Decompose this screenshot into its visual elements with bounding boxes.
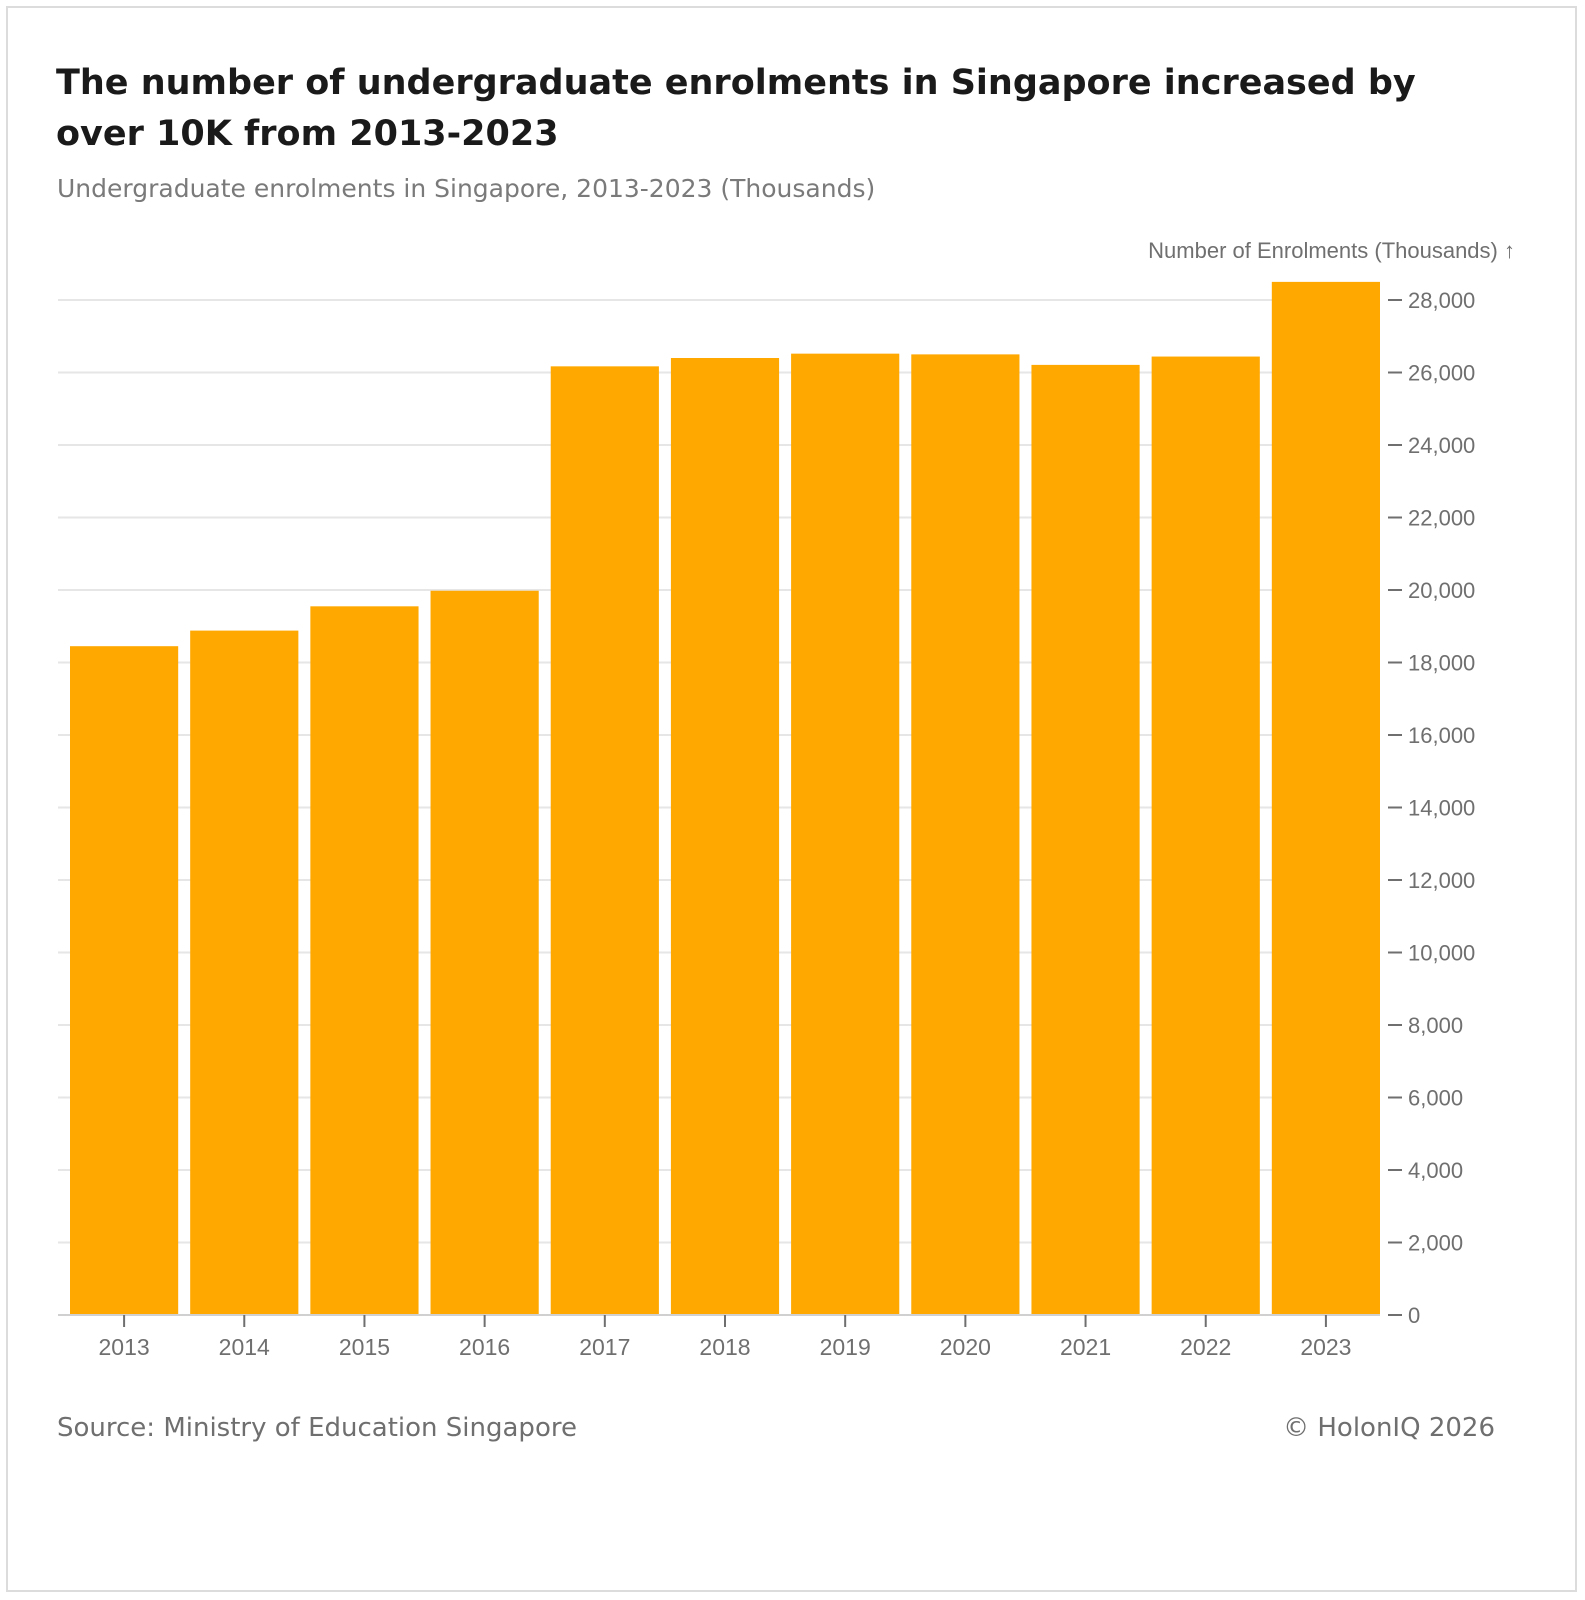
y-axis: 0 2,000 4,000 6,000 8,000 10,000 12,000 14,000 1… [1388, 288, 1475, 1328]
x-tick-label: 2014 [219, 1334, 270, 1360]
bars [70, 281, 1380, 1315]
y-tick-label: 12,000 [1408, 868, 1475, 893]
x-tick-label: 2016 [459, 1334, 510, 1360]
chart-subtitle: Undergraduate enrolments in Singapore, 2… [57, 174, 876, 203]
y-tick-label: 26,000 [1408, 361, 1475, 386]
source-note: Source: Ministry of Education Singapore [57, 1413, 577, 1443]
chart-title: The number of undergraduate enrolments i… [56, 63, 1416, 154]
y-tick-label: 22,000 [1408, 506, 1475, 531]
x-tick-label: 2022 [1180, 1334, 1231, 1360]
copyright-note: © HolonIQ 2026 [1283, 1413, 1495, 1443]
y-tick-label: 8,000 [1408, 1013, 1463, 1038]
x-tick-label: 2018 [699, 1334, 750, 1360]
y-tick-label: 4,000 [1408, 1158, 1463, 1183]
bar-2021 [1031, 364, 1140, 1315]
bar-2013 [70, 646, 179, 1315]
y-axis-label: Number of Enrolments (Thousands) ↑ [1148, 238, 1515, 263]
x-tick-label: 2013 [99, 1334, 150, 1360]
bar-2017 [550, 366, 659, 1315]
y-tick-label: 14,000 [1408, 796, 1475, 821]
x-tick-label: 2023 [1300, 1334, 1351, 1360]
y-tick-label: 0 [1408, 1303, 1420, 1328]
bar-2022 [1151, 356, 1260, 1315]
y-tick-label: 10,000 [1408, 941, 1475, 966]
x-tick-label: 2019 [820, 1334, 871, 1360]
y-tick-label: 24,000 [1408, 433, 1475, 458]
bar-2023 [1271, 281, 1380, 1315]
x-axis: 2013 2014 2015 2016 2017 2018 2019 2020 2021 2022… [58, 1314, 1380, 1360]
x-tick-label: 2020 [940, 1334, 991, 1360]
x-tick-label: 2021 [1060, 1334, 1111, 1360]
bar-2015 [310, 606, 419, 1315]
bar-2016 [430, 590, 539, 1315]
y-tick-label: 20,000 [1408, 578, 1475, 603]
bar-2018 [670, 358, 780, 1315]
bar-2014 [190, 630, 299, 1315]
x-tick-label: 2015 [339, 1334, 390, 1360]
y-tick-label: 28,000 [1408, 288, 1475, 313]
bar-2019 [791, 353, 900, 1315]
y-tick-label: 6,000 [1408, 1086, 1463, 1111]
y-tick-label: 2,000 [1408, 1231, 1463, 1256]
bar-chart: 0 2,000 4,000 6,000 8,000 10,000 12,000 14,000 1… [58, 238, 1515, 1360]
y-tick-label: 16,000 [1408, 723, 1475, 748]
x-tick-label: 2017 [579, 1334, 630, 1360]
bar-2020 [911, 354, 1020, 1315]
y-tick-label: 18,000 [1408, 651, 1475, 676]
